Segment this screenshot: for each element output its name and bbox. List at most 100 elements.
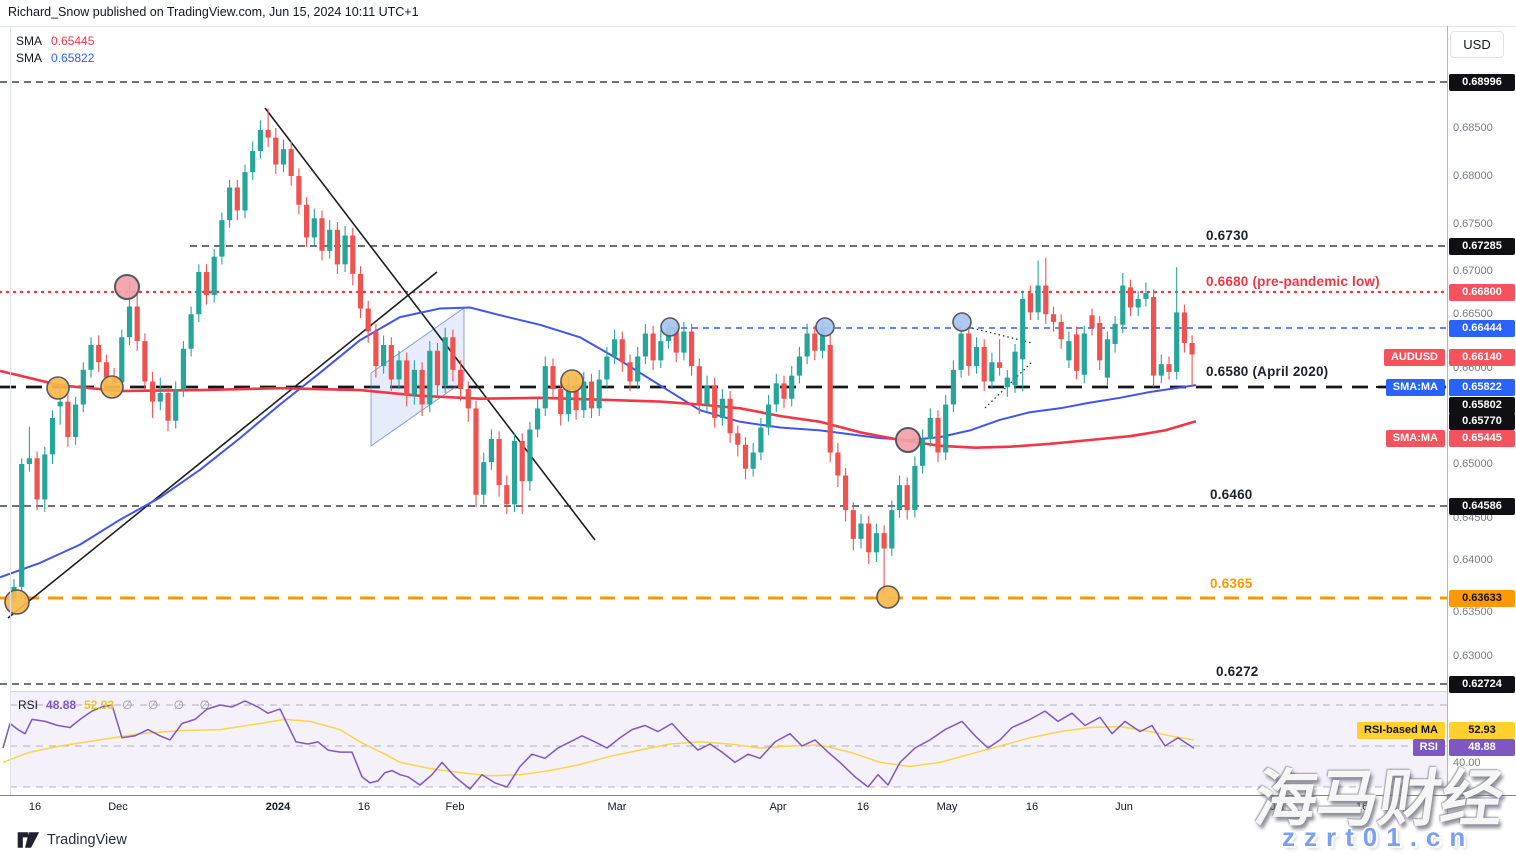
candle-body xyxy=(496,439,502,486)
candle-body xyxy=(927,417,933,440)
candle-body xyxy=(1027,293,1033,313)
candle-body xyxy=(650,333,656,361)
candle-body xyxy=(365,308,371,332)
candle-body xyxy=(896,485,903,511)
candle-body xyxy=(219,220,225,257)
tradingview-attribution[interactable]: TradingView xyxy=(16,830,127,850)
candle-body xyxy=(1174,312,1180,372)
sma-blue-label: SMA xyxy=(16,51,43,65)
rsi-indicator-legend[interactable]: RSI 48.88 52.93 ∅ ∅ ∅ ∅ xyxy=(18,698,216,712)
series-name-badge: RSI-based MA xyxy=(1357,721,1445,739)
candle-body xyxy=(912,465,918,511)
time-axis-label: Apr xyxy=(769,801,787,813)
candle-body xyxy=(696,366,702,405)
candle-body xyxy=(427,350,433,405)
price-level-annotation: 0.6580 (April 2020) xyxy=(1206,364,1329,379)
axis-price-badge: 0.63633 xyxy=(1449,589,1515,607)
axis-price-badge: 0.65802 xyxy=(1449,396,1515,414)
series-name-badge: RSI xyxy=(1412,738,1445,756)
candle-body xyxy=(542,366,548,409)
time-axis-label: 16 xyxy=(856,801,870,813)
price-level-annotation: 0.6272 xyxy=(1216,664,1259,679)
candle-body xyxy=(296,176,302,205)
time-axis-label: 2024 xyxy=(265,801,291,813)
flag-channel-drawing xyxy=(370,307,465,447)
axis-price-badge: 52.93 xyxy=(1449,721,1515,739)
candle-body xyxy=(165,392,171,421)
candle-body xyxy=(858,523,864,539)
axis-tick-label: 0.64000 xyxy=(1453,554,1493,566)
rsi-value: 48.88 xyxy=(46,698,77,712)
circle-marker-orange xyxy=(4,589,30,615)
candle-body xyxy=(835,452,841,476)
series-name-badge: SMA:MA xyxy=(1385,378,1445,396)
circle-marker-blue xyxy=(952,312,972,332)
price-axis[interactable]: USD xyxy=(1448,26,1516,820)
time-axis-label: 16 xyxy=(1025,801,1039,813)
candle-body xyxy=(1166,364,1172,372)
axis-price-badge: 0.64586 xyxy=(1449,497,1515,515)
axis-price-badge: 0.67285 xyxy=(1449,237,1515,255)
sma-red-label: SMA xyxy=(16,34,43,48)
time-axis-label: 16 xyxy=(1355,801,1369,813)
candle-body xyxy=(173,389,179,421)
candle-body xyxy=(742,444,749,469)
circle-marker-pink xyxy=(114,274,140,300)
candle-body xyxy=(843,475,849,511)
candle-body xyxy=(727,398,733,434)
candle-body xyxy=(473,408,479,495)
time-axis-label: Jul xyxy=(1269,801,1285,813)
candle-body xyxy=(519,440,525,482)
candle-body xyxy=(126,306,133,338)
candle-body xyxy=(1127,287,1134,308)
candle-body xyxy=(550,366,556,390)
candle-body xyxy=(596,379,602,409)
sma-blue-value: 0.65822 xyxy=(51,51,95,65)
candle-body xyxy=(950,369,956,405)
candle-body xyxy=(1050,314,1057,322)
candle-body xyxy=(288,149,294,176)
price-level-annotation: 0.6460 xyxy=(1210,487,1253,502)
candle-body xyxy=(773,383,779,405)
candle-body xyxy=(1143,293,1149,299)
axis-tick-label: 0.65000 xyxy=(1453,458,1493,470)
candle-body xyxy=(96,344,102,363)
candle-body xyxy=(997,362,1003,368)
time-axis-label: 16 xyxy=(357,801,371,813)
circle-marker-orange xyxy=(560,369,584,393)
circle-marker-orange xyxy=(46,376,70,400)
axis-tick-label: 0.66500 xyxy=(1453,308,1493,320)
candle-body xyxy=(250,151,256,173)
candle-body xyxy=(465,389,471,409)
candle-body xyxy=(558,389,564,415)
axis-tick-label: 40.00 xyxy=(1453,757,1481,769)
candle-body xyxy=(1135,298,1141,308)
candle-body xyxy=(981,346,987,382)
time-axis-label: Feb xyxy=(445,801,465,813)
candle-body xyxy=(935,417,941,453)
currency-button[interactable]: USD xyxy=(1450,31,1504,58)
candle-body xyxy=(1181,312,1187,344)
candle-body xyxy=(273,137,279,165)
candle-body xyxy=(1158,364,1164,376)
candle-body xyxy=(989,362,995,382)
candle-body xyxy=(404,360,410,395)
time-axis-label: Dec xyxy=(108,801,128,813)
circle-marker-blue xyxy=(660,317,680,337)
candle-body xyxy=(1097,322,1103,361)
candle-body xyxy=(1012,351,1018,386)
candle-body xyxy=(188,314,194,349)
candle-body xyxy=(373,331,379,367)
candle-body xyxy=(635,356,641,382)
rsi-label: RSI xyxy=(18,698,39,712)
candle-body xyxy=(904,485,910,511)
axis-price-badge: 0.66800 xyxy=(1449,283,1515,301)
candle-body xyxy=(1004,377,1010,388)
sma-red-legend[interactable]: SMA 0.65445 xyxy=(16,34,94,48)
axis-price-badge: 0.65822 xyxy=(1449,378,1515,396)
candle-body xyxy=(712,385,718,418)
candle-body xyxy=(689,331,695,367)
tradingview-logo-text: TradingView xyxy=(47,832,127,848)
sma-blue-legend[interactable]: SMA 0.65822 xyxy=(16,51,94,65)
